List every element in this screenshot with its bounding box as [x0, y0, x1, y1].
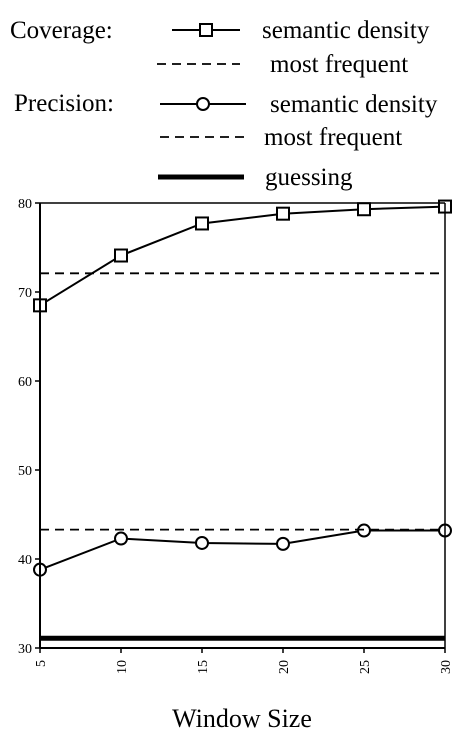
data-point-circle	[357, 523, 371, 538]
legend-entry-label: guessing	[265, 164, 353, 191]
data-point-square	[195, 216, 209, 231]
series-line-precision-semantic-density	[39, 529, 445, 571]
data-point-square	[114, 248, 128, 263]
legend-entry-label: most frequent	[270, 51, 408, 78]
y-tick-label: 80	[18, 197, 32, 212]
x-tick-label: 25	[358, 660, 373, 674]
data-point-square	[357, 202, 371, 217]
x-tick-label: 20	[277, 660, 292, 674]
x-tick-label: 30	[439, 660, 454, 674]
data-point-circle	[276, 536, 290, 551]
y-tick-label: 50	[18, 464, 32, 479]
legend-entry-label: semantic density	[262, 17, 430, 44]
legend-entry-label: semantic density	[270, 91, 438, 118]
plot-area	[33, 199, 452, 641]
data-point-square	[276, 206, 290, 221]
data-point-circle	[114, 531, 128, 546]
legend-entry-label: most frequent	[264, 124, 402, 151]
x-axis-label: Window Size	[172, 704, 312, 733]
legend-circle-marker	[196, 97, 210, 111]
legend-square-marker	[199, 23, 213, 37]
x-tick-label: 5	[34, 660, 49, 667]
axes: 30 40 50 60 70 80 5 10 15 20 25 30	[18, 197, 454, 674]
legend: Coverage: Precision: semantic density most …	[10, 17, 438, 191]
x-tick-label: 15	[196, 660, 211, 674]
legend-precision-label: Precision:	[14, 90, 114, 117]
series-line-coverage-semantic-density	[39, 205, 446, 307]
y-tick-label: 40	[18, 553, 32, 568]
x-tick-label: 10	[115, 660, 130, 674]
data-point-circle	[195, 535, 209, 550]
y-tick-label: 60	[18, 375, 32, 390]
legend-coverage-label: Coverage:	[10, 17, 113, 44]
y-tick-label: 30	[18, 642, 32, 657]
y-tick-label: 70	[18, 286, 32, 301]
